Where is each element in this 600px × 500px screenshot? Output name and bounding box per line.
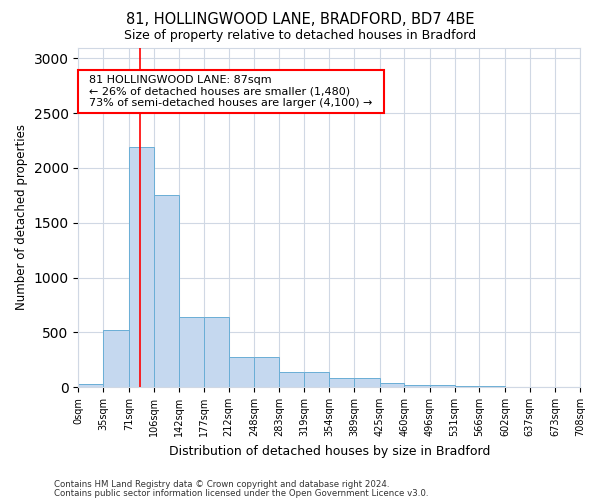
Bar xyxy=(404,386,430,387)
Text: Contains HM Land Registry data © Crown copyright and database right 2024.: Contains HM Land Registry data © Crown c… xyxy=(54,480,389,489)
Bar xyxy=(479,386,505,387)
Y-axis label: Number of detached properties: Number of detached properties xyxy=(15,124,28,310)
Bar xyxy=(505,386,530,387)
Bar xyxy=(179,317,204,387)
Text: 81 HOLLINGWOOD LANE: 87sqm
  ← 26% of detached houses are smaller (1,480)
  73% : 81 HOLLINGWOOD LANE: 87sqm ← 26% of deta… xyxy=(82,75,379,108)
Bar xyxy=(279,372,304,387)
Bar xyxy=(354,378,380,387)
Bar xyxy=(380,382,404,387)
Bar xyxy=(129,147,154,387)
Bar xyxy=(455,386,479,387)
Bar xyxy=(204,317,229,387)
Bar xyxy=(304,372,329,387)
Bar xyxy=(79,384,103,387)
Bar xyxy=(254,358,279,387)
Text: 81, HOLLINGWOOD LANE, BRADFORD, BD7 4BE: 81, HOLLINGWOOD LANE, BRADFORD, BD7 4BE xyxy=(126,12,474,28)
Bar xyxy=(103,330,129,387)
Text: Contains public sector information licensed under the Open Government Licence v3: Contains public sector information licen… xyxy=(54,489,428,498)
Bar xyxy=(530,386,555,387)
Bar xyxy=(154,196,179,387)
Bar xyxy=(329,378,354,387)
X-axis label: Distribution of detached houses by size in Bradford: Distribution of detached houses by size … xyxy=(169,444,490,458)
Text: Size of property relative to detached houses in Bradford: Size of property relative to detached ho… xyxy=(124,29,476,42)
Bar xyxy=(430,386,455,387)
Bar xyxy=(555,386,580,387)
Bar xyxy=(229,358,254,387)
